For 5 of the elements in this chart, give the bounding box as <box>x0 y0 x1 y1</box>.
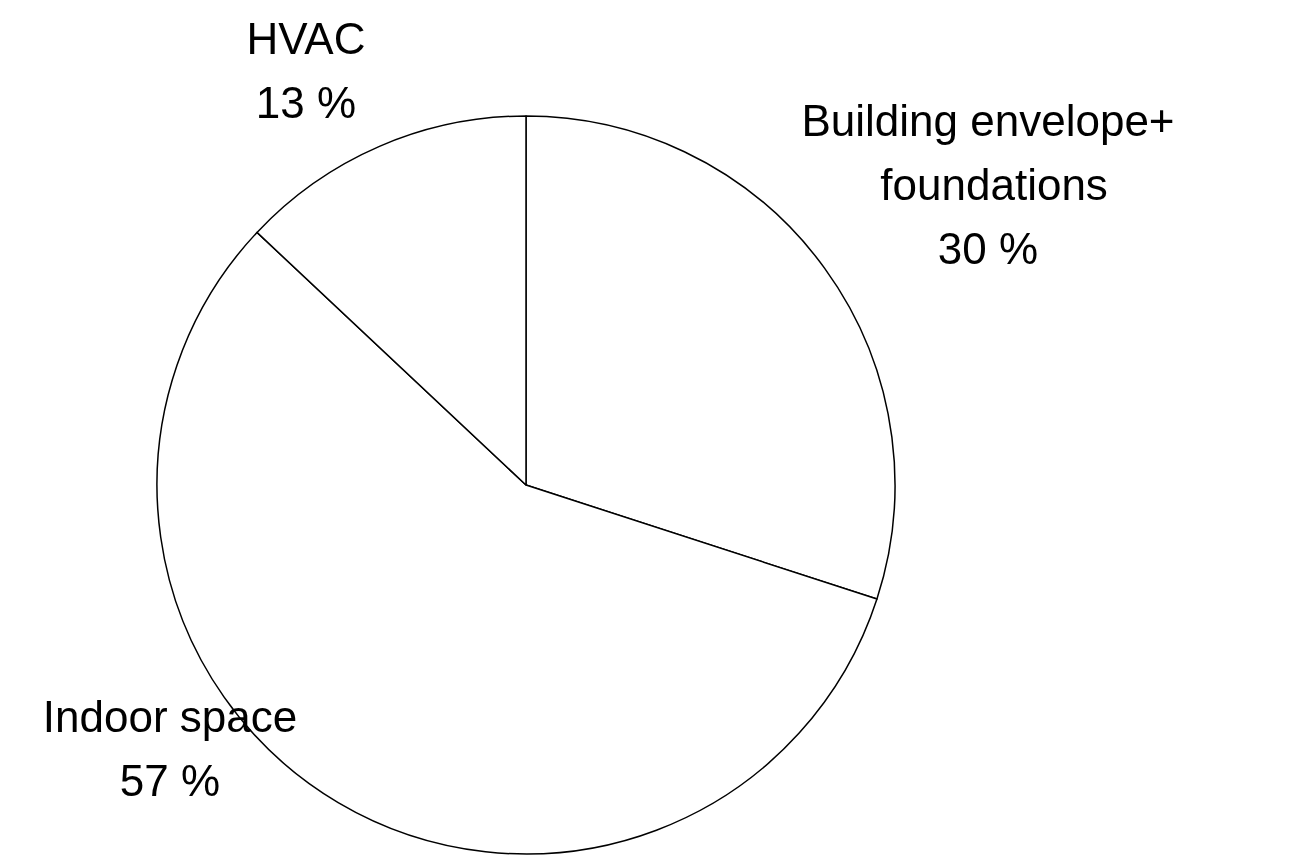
slice-label: Building envelope+ foundations <box>801 95 1175 209</box>
data-label: 57 % <box>119 755 221 805</box>
slice-label: HVAC <box>246 13 366 63</box>
data-label: 13 % <box>255 77 357 127</box>
data-label: 30 % <box>937 223 1039 273</box>
